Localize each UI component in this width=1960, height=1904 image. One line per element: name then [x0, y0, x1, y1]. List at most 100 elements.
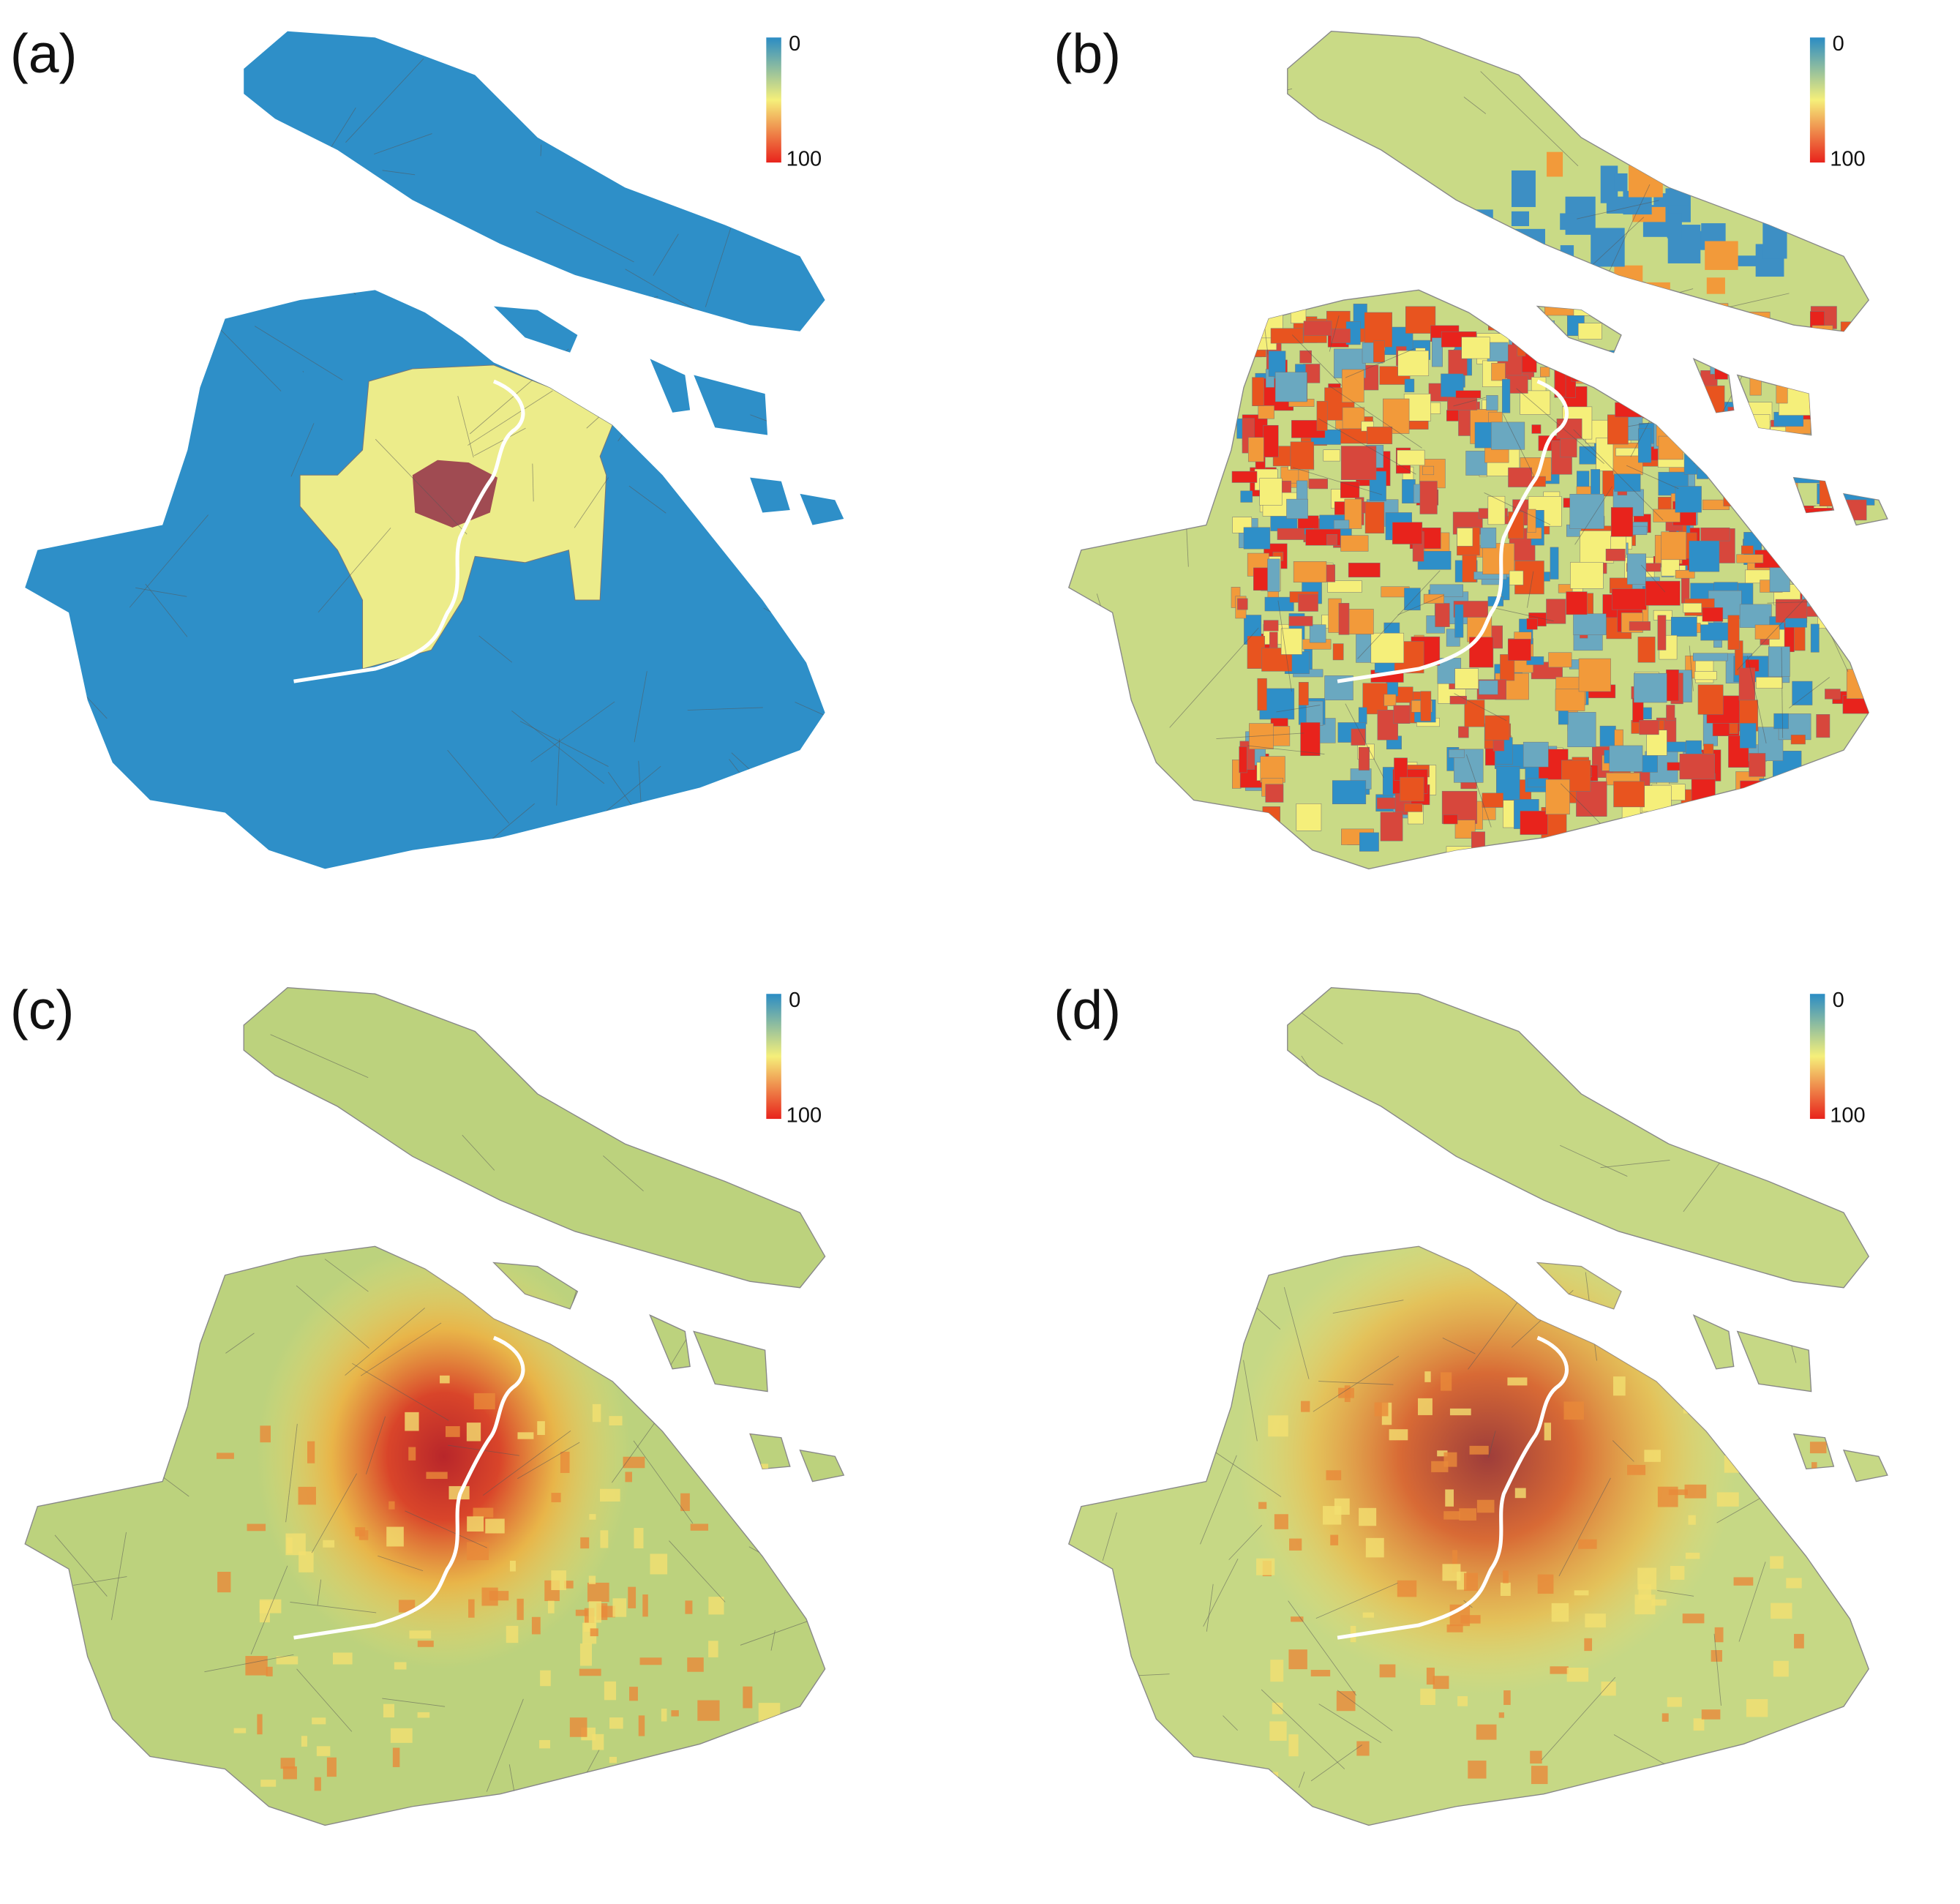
- road: [345, 1308, 425, 1376]
- road: [530, 701, 615, 762]
- patch: [1804, 1760, 1826, 1774]
- patch: [1684, 1484, 1707, 1499]
- road: [1746, 656, 1767, 744]
- patch: [1627, 150, 1648, 164]
- river: [1337, 1335, 1569, 1640]
- road: [1743, 1063, 1758, 1144]
- patch: [1831, 827, 1858, 855]
- patch: [579, 1668, 601, 1676]
- patch: [1308, 479, 1328, 490]
- patch: [1686, 406, 1694, 418]
- patch: [1426, 1668, 1435, 1685]
- patch: [1393, 705, 1411, 724]
- patch: [1693, 1718, 1705, 1731]
- road: [1357, 570, 1441, 659]
- road: [1588, 987, 1618, 1005]
- patch: [1531, 424, 1542, 434]
- patch: [1770, 1556, 1784, 1569]
- road: [460, 302, 495, 326]
- patch: [1370, 632, 1405, 664]
- road: [1243, 1360, 1258, 1442]
- patch: [1773, 1660, 1789, 1677]
- patch: [332, 1652, 353, 1665]
- patch: [1847, 627, 1856, 648]
- road: [1612, 1440, 1634, 1462]
- road: [1577, 200, 1659, 220]
- road: [1781, 647, 1784, 738]
- patch: [1665, 188, 1689, 206]
- patch: [1359, 832, 1379, 852]
- patch: [1810, 405, 1833, 418]
- patch: [1340, 535, 1369, 552]
- patch: [1609, 350, 1623, 369]
- patch: [1817, 614, 1831, 629]
- road: [669, 1540, 726, 1603]
- road: [628, 485, 667, 514]
- road: [1454, 693, 1507, 722]
- road: [88, 1106, 140, 1155]
- patch: [1441, 1372, 1452, 1391]
- patch: [1766, 794, 1790, 809]
- road: [556, 738, 560, 806]
- patch: [1326, 1470, 1342, 1480]
- patch: [1458, 726, 1469, 738]
- patch: [1680, 325, 1710, 353]
- patch: [260, 1780, 277, 1787]
- road: [544, 1013, 577, 1029]
- patch: [1642, 388, 1672, 419]
- road: [1174, 288, 1262, 304]
- patch: [1286, 498, 1308, 519]
- road: [795, 702, 827, 717]
- patch: [1580, 359, 1601, 372]
- patch: [1547, 151, 1563, 177]
- road: [405, 1510, 487, 1548]
- road: [154, 1168, 170, 1210]
- patch: [1714, 1627, 1724, 1643]
- patch: [485, 1518, 505, 1534]
- road: [171, 1074, 210, 1130]
- patch: [509, 1560, 516, 1572]
- patch: [1727, 452, 1746, 472]
- patch: [1670, 617, 1697, 637]
- patch: [1768, 646, 1790, 677]
- patch: [1741, 1406, 1754, 1420]
- road: [614, 987, 688, 1045]
- legend-label: 0: [789, 32, 800, 56]
- patch: [1340, 481, 1360, 498]
- patch: [1809, 591, 1825, 607]
- road: [601, 847, 672, 869]
- patch: [1716, 800, 1737, 828]
- patch: [1259, 478, 1283, 506]
- patch: [1274, 372, 1307, 402]
- road: [217, 1046, 240, 1109]
- patch: [1482, 792, 1503, 808]
- patch: [1840, 321, 1855, 342]
- patch: [1237, 598, 1248, 610]
- patch: [1380, 812, 1403, 842]
- patch: [1802, 354, 1827, 366]
- road: [789, 1481, 808, 1512]
- patch: [1488, 315, 1513, 331]
- patch: [758, 1703, 781, 1723]
- patch: [1667, 152, 1679, 173]
- patch: [1514, 1488, 1526, 1499]
- road: [1074, 139, 1082, 181]
- patch: [1454, 668, 1479, 689]
- patch: [1449, 749, 1465, 758]
- patch: [1316, 400, 1328, 431]
- patch: [1658, 387, 1683, 398]
- road: [1755, 1474, 1846, 1514]
- road: [360, 1322, 442, 1376]
- road: [1558, 1477, 1611, 1577]
- road: [1276, 705, 1321, 713]
- patch: [1364, 501, 1385, 534]
- patch: [1749, 323, 1764, 337]
- patch: [539, 1739, 551, 1749]
- road: [1689, 645, 1694, 691]
- patch: [1746, 824, 1759, 839]
- patch: [1822, 537, 1838, 550]
- patch: [1694, 385, 1725, 419]
- patch: [1591, 469, 1601, 498]
- road: [1318, 1381, 1394, 1385]
